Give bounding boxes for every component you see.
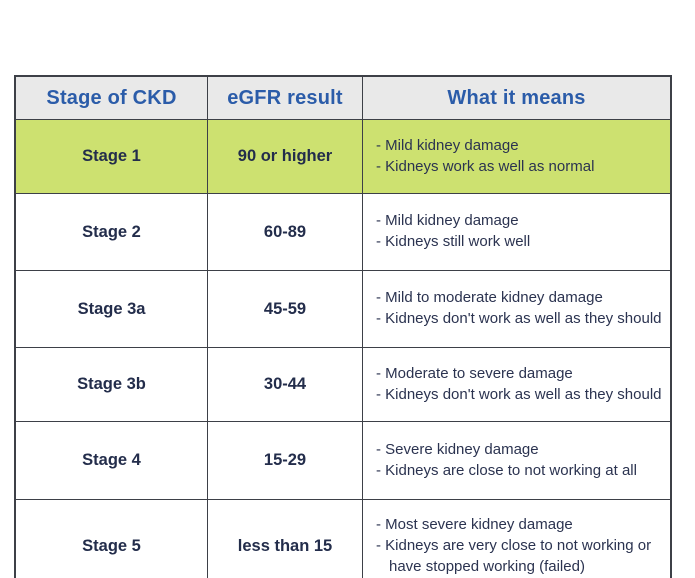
header-egfr-result: eGFR result bbox=[207, 75, 363, 120]
stage-cell: Stage 4 bbox=[14, 421, 208, 500]
meaning-cell: - Most severe kidney damage - Kidneys are… bbox=[362, 499, 672, 578]
meaning-line: - Kidneys don't work as well as they sho… bbox=[376, 310, 662, 327]
stage-cell: Stage 3a bbox=[14, 270, 208, 348]
meaning-line: - Mild to moderate kidney damage bbox=[376, 289, 603, 307]
meaning-line: - Mild kidney damage bbox=[376, 212, 519, 230]
egfr-cell: 30-44 bbox=[207, 347, 363, 422]
meaning-cell: - Mild kidney damage - Kidneys still work… bbox=[362, 193, 672, 271]
meaning-line: - Kidneys don't work as well as they sho… bbox=[376, 385, 662, 403]
table-row: Stage 3b 30-44 - Moderate to severe dama… bbox=[14, 347, 672, 422]
egfr-cell: 60-89 bbox=[207, 193, 363, 271]
meaning-line: - Kidneys are close to not working at al… bbox=[376, 461, 637, 479]
stage-cell: Stage 5 bbox=[14, 499, 208, 578]
meaning-line: - Severe kidney damage bbox=[376, 440, 539, 458]
stage-cell: Stage 3b bbox=[14, 347, 208, 422]
header-row: Stage of CKD eGFR result What it means bbox=[14, 75, 672, 120]
header-what-it-means: What it means bbox=[362, 75, 672, 120]
table-row: Stage 2 60-89 - Mild kidney damage - Kidn… bbox=[14, 193, 672, 271]
meaning-cell: - Moderate to severe damage - Kidneys don… bbox=[362, 347, 672, 422]
table-row: Stage 3a 45-59 - Mild to moderate kidney… bbox=[14, 270, 672, 348]
meaning-cell: - Mild to moderate kidney damage - Kidney… bbox=[362, 270, 672, 348]
meaning-line: - Kidneys are very close to not working … bbox=[376, 537, 652, 575]
table-row: Stage 1 90 or higher - Mild kidney damag… bbox=[14, 119, 672, 194]
meaning-line: - Kidneys work as well as normal bbox=[376, 157, 595, 175]
ckd-stages-table: Stage of CKD eGFR result What it means S… bbox=[14, 75, 672, 578]
meaning-cell: - Mild kidney damage - Kidneys work as we… bbox=[362, 119, 672, 194]
egfr-cell: 90 or higher bbox=[207, 119, 363, 194]
header-stage-of-ckd: Stage of CKD bbox=[14, 75, 208, 120]
meaning-line: - Kidneys still work well bbox=[376, 233, 531, 250]
egfr-cell: 45-59 bbox=[207, 270, 363, 348]
table-row: Stage 4 15-29 - Severe kidney damage - Ki… bbox=[14, 421, 672, 500]
meaning-line: - Most severe kidney damage bbox=[376, 516, 573, 534]
stage-cell: Stage 1 bbox=[14, 119, 208, 194]
table-body: Stage 1 90 or higher - Mild kidney damag… bbox=[14, 119, 672, 578]
stage-cell: Stage 2 bbox=[14, 193, 208, 271]
meaning-line: - Moderate to severe damage bbox=[376, 364, 573, 382]
egfr-cell: 15-29 bbox=[207, 421, 363, 500]
egfr-cell: less than 15 bbox=[207, 499, 363, 578]
meaning-line: - Mild kidney damage bbox=[376, 136, 519, 154]
table-row: Stage 5 less than 15 - Most severe kidne… bbox=[14, 499, 672, 578]
meaning-cell: - Severe kidney damage - Kidneys are clos… bbox=[362, 421, 672, 500]
